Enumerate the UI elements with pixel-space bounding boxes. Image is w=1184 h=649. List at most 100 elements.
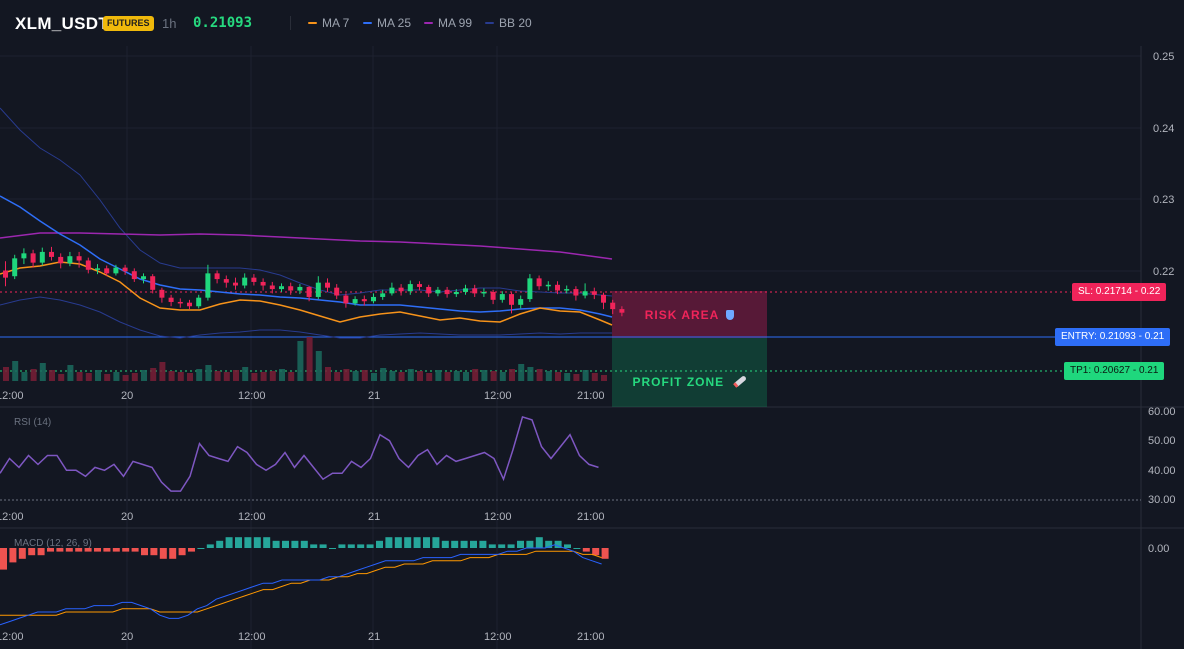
candle[interactable] [196,297,202,307]
candle[interactable] [104,268,110,274]
candle[interactable] [343,295,349,304]
candle[interactable] [113,267,119,274]
candle[interactable] [527,278,533,300]
candle[interactable] [398,287,404,292]
candle[interactable] [251,277,257,282]
time-tick: 20 [121,511,133,523]
candle[interactable] [545,284,551,287]
timeframe-selector[interactable]: 1h [162,16,177,31]
candle[interactable] [407,284,413,292]
candle[interactable] [481,291,487,294]
time-tick: 12:00 [484,390,512,402]
candle[interactable] [223,279,229,283]
candle[interactable] [444,289,450,295]
candle[interactable] [426,286,432,294]
legend-ma7[interactable]: MA 7 [308,16,349,30]
candle[interactable] [306,286,312,297]
candle[interactable] [518,299,524,305]
candle[interactable] [288,286,294,291]
candle[interactable] [555,284,560,291]
legend-ma25[interactable]: MA 25 [363,16,411,30]
legend-ma99[interactable]: MA 99 [424,16,472,30]
candle[interactable] [371,296,376,302]
candle[interactable] [150,276,156,290]
tp1-price-tag[interactable]: TP1: 0.20627 - 0.21 [1064,362,1165,380]
candle[interactable] [214,273,220,280]
candlestick-series[interactable] [3,246,625,317]
candle[interactable] [177,301,183,304]
candle[interactable] [610,302,616,310]
volume-bar [297,341,304,381]
macd-hist-bar [526,540,534,548]
candle[interactable] [76,256,82,261]
candle[interactable] [49,251,54,257]
candle[interactable] [582,291,588,296]
time-tick: 12:00 [484,511,512,523]
candle[interactable] [279,286,284,290]
macd-title[interactable]: MACD (12, 26, 9) [14,538,92,549]
volume-bar [426,373,433,381]
candle[interactable] [159,289,165,298]
candle[interactable] [472,288,478,294]
macd-hist-bar [18,548,26,559]
candle[interactable] [260,281,266,286]
candle[interactable] [233,282,238,286]
candle[interactable] [242,277,248,286]
tp1-axis-value: 0.21 [1138,365,1159,376]
candle[interactable] [619,309,625,313]
candle[interactable] [417,284,422,287]
sl-price-tag[interactable]: SL: 0.21714 - 0.22 [1072,283,1167,301]
candle[interactable] [67,256,73,264]
candle[interactable] [58,256,64,264]
time-tick: 12:00 [484,631,512,643]
candle[interactable] [122,267,128,272]
candle[interactable] [39,251,45,263]
profit-zone-label: PROFIT ZONE [612,375,767,389]
candle[interactable] [3,270,8,278]
candle[interactable] [187,302,192,307]
candle[interactable] [463,288,468,292]
candle[interactable] [435,289,441,294]
legend-bb20[interactable]: BB 20 [485,16,532,30]
rsi-title[interactable]: RSI (14) [14,417,51,428]
macd-histogram [0,537,609,570]
candle[interactable] [361,299,367,302]
candle[interactable] [141,276,146,280]
candle[interactable] [205,273,211,298]
candle[interactable] [591,291,597,295]
entry-price-tag[interactable]: ENTRY: 0.21093 - 0.21 [1055,328,1171,346]
macd-hist-bar [423,537,430,548]
time-tick: 12:00 [238,511,266,523]
candle[interactable] [453,291,459,295]
candle[interactable] [168,297,174,302]
candle[interactable] [490,291,496,300]
volume-bar [536,369,543,381]
candle[interactable] [499,294,505,300]
volume-bar [196,369,203,381]
candle[interactable] [389,287,395,294]
candle[interactable] [95,268,100,270]
profit-zone[interactable] [612,338,767,407]
candle[interactable] [536,278,542,287]
candle[interactable] [573,289,579,296]
candle[interactable] [131,271,137,280]
candle[interactable] [21,253,27,259]
candle[interactable] [325,282,330,288]
rsi-tick: 50.00 [1148,435,1176,447]
candle[interactable] [334,287,340,296]
risk-area-zone[interactable] [612,291,767,338]
candle[interactable] [12,258,18,277]
symbol-title[interactable]: XLM_USDT [15,14,110,33]
candle[interactable] [315,282,321,297]
candle[interactable] [30,253,36,263]
candle[interactable] [509,294,514,305]
candle[interactable] [601,294,606,303]
candle[interactable] [297,286,303,291]
candle[interactable] [380,293,386,297]
candle[interactable] [352,299,358,304]
candle[interactable] [269,285,275,290]
candle[interactable] [85,260,91,270]
macd-hist-bar [507,544,515,548]
candle[interactable] [564,289,570,291]
